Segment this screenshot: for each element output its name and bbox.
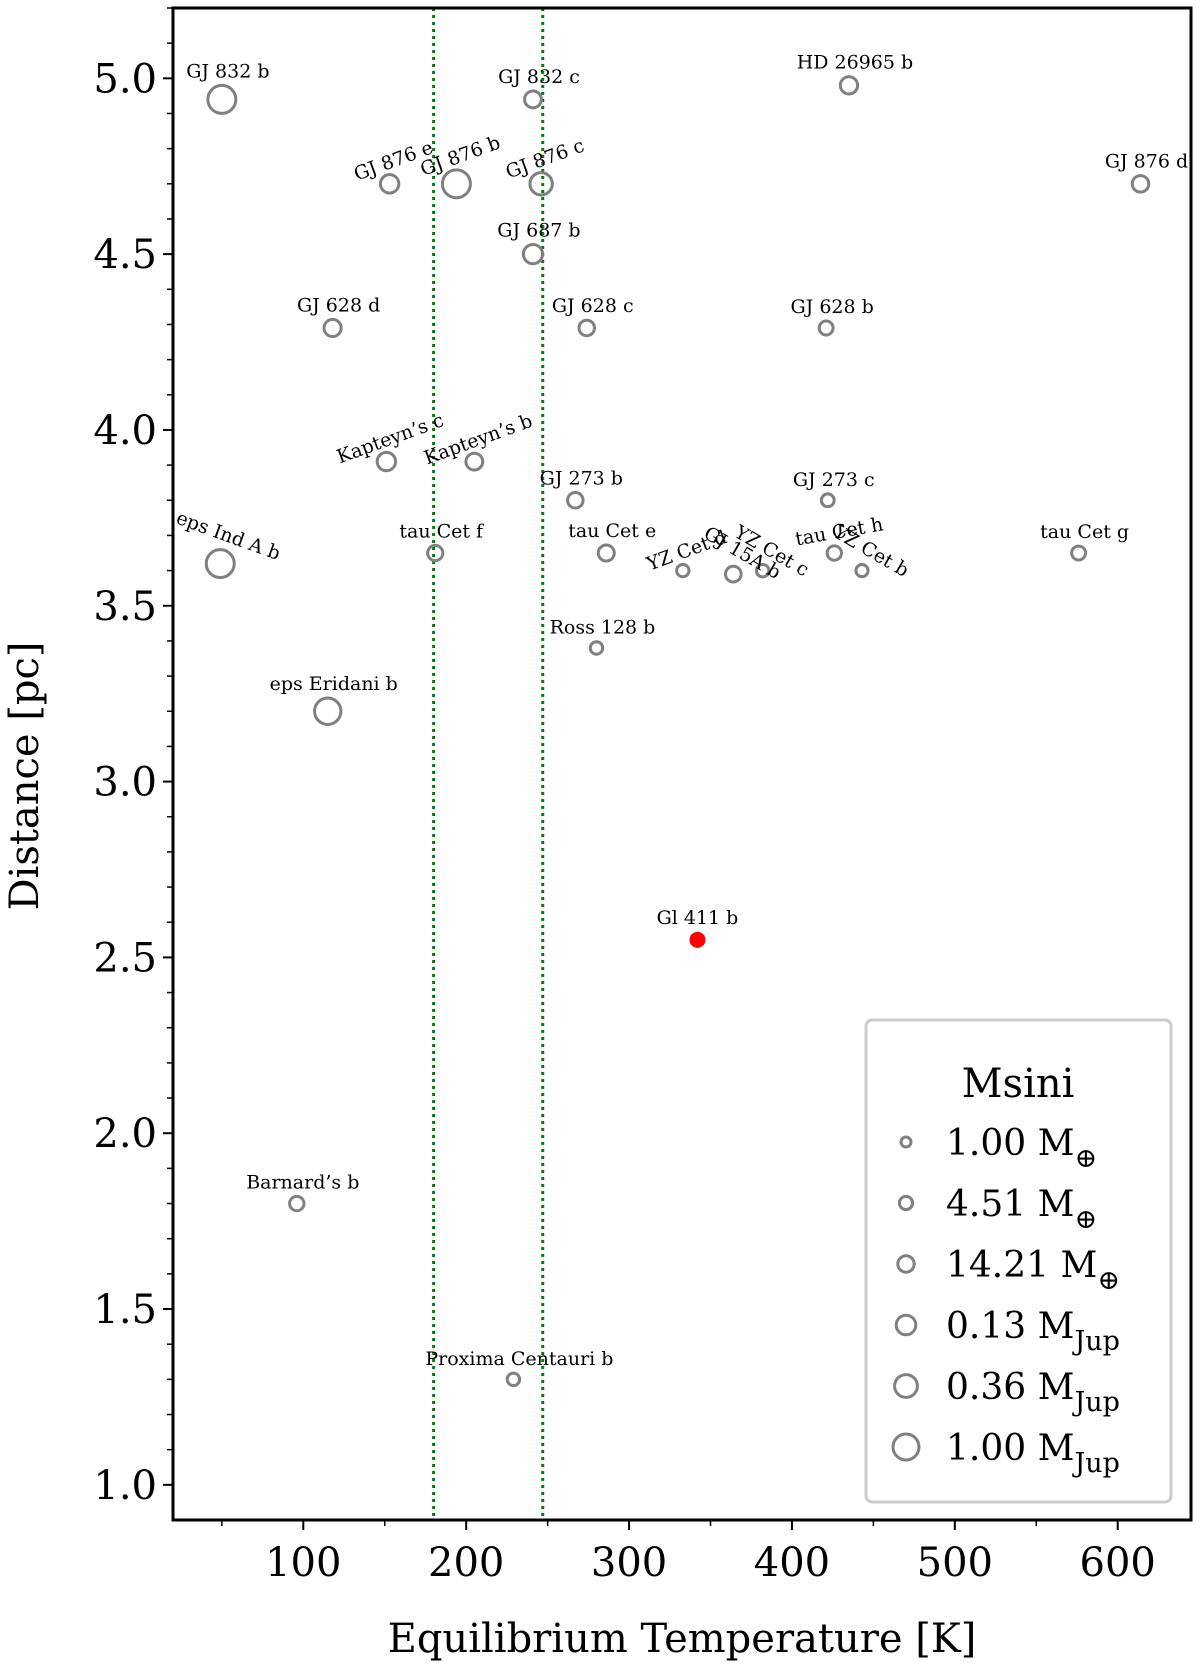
planet-point <box>440 168 472 200</box>
planet-label: Ross 128 b <box>550 617 656 639</box>
planet-point <box>596 543 616 563</box>
legend-box <box>864 1018 1173 1504</box>
y-tick-label: 3.5 <box>93 584 157 630</box>
planet-point <box>528 171 554 197</box>
planet-point <box>854 563 870 579</box>
habitable-zone-lines <box>432 8 545 1520</box>
planet-label: Barnard’s b <box>246 1171 359 1193</box>
highlight-point <box>689 931 706 948</box>
highlight-label: Gl 411 b <box>657 907 739 929</box>
legend-marker <box>893 1373 919 1399</box>
x-tick-label: 100 <box>265 1540 341 1586</box>
legend-marker <box>894 1313 918 1337</box>
planet-label: GJ 876 c <box>503 135 587 184</box>
planet-point <box>1130 174 1151 194</box>
planet-label: GJ 628 d <box>297 294 380 316</box>
planet-label: HD 26965 b <box>797 52 914 74</box>
planet-label: GJ 832 b <box>186 60 269 82</box>
y-tick-label: 4.5 <box>93 232 157 278</box>
planet-point <box>206 83 238 115</box>
planet-point <box>523 89 543 110</box>
planet-label: Proxima Centauri b <box>425 1348 613 1370</box>
y-tick-label: 1.5 <box>93 1287 157 1333</box>
x-tick-label: 600 <box>1080 1540 1156 1586</box>
planet-label: GJ 832 c <box>498 66 580 88</box>
x-tick-label: 300 <box>591 1540 667 1586</box>
y-tick-label: 2.0 <box>93 1111 157 1157</box>
planet-point <box>1070 544 1088 562</box>
planet-label: GJ 876 b <box>417 132 503 181</box>
y-axis-ticks: 1.0 1.5 2.0 2.5 3.0 3.5 4.0 4.5 5.0 <box>93 7 173 1509</box>
planet-point <box>505 1371 522 1388</box>
legend-marker <box>891 1432 921 1462</box>
planet-point <box>819 492 836 509</box>
planet-point <box>754 562 771 579</box>
legend-marker <box>899 1135 913 1149</box>
highlight-group: Gl 411 b <box>657 907 739 948</box>
planet-label: eps Ind A b <box>173 507 283 565</box>
planet-point <box>723 564 743 584</box>
y-tick-label: 3.0 <box>93 760 157 806</box>
planet-label: tau Cet e <box>568 520 656 542</box>
legend-marker <box>896 1254 916 1274</box>
planet-points <box>204 75 1151 1388</box>
planet-point <box>577 318 596 338</box>
planet-label: GJ 876 d <box>1105 151 1188 173</box>
y-tick-label: 4.0 <box>93 408 157 454</box>
planet-label: tau Cet f <box>399 520 485 542</box>
planet-point <box>588 640 605 656</box>
planet-point <box>825 544 843 562</box>
planet-point <box>817 319 835 337</box>
planet-point <box>288 1194 306 1213</box>
x-tick-label: 500 <box>917 1540 993 1586</box>
planet-label: GJ 687 b <box>497 220 580 242</box>
x-axis-ticks: 100 200 300 400 500 600 <box>221 1520 1156 1586</box>
x-tick-label: 200 <box>428 1540 504 1586</box>
planet-point <box>322 317 343 339</box>
planet-label: GJ 628 b <box>790 296 873 318</box>
y-axis-label: Distance [pc] <box>2 641 48 910</box>
planet-point <box>204 548 236 580</box>
y-tick-label: 5.0 <box>93 56 157 102</box>
planet-label: GJ 628 c <box>552 295 634 317</box>
y-tick-label: 2.5 <box>93 935 157 981</box>
x-tick-label: 400 <box>754 1540 830 1586</box>
planet-label: tau Cet g <box>1040 521 1129 543</box>
legend-title: Msini <box>962 1061 1075 1107</box>
planet-point <box>464 451 485 472</box>
planet-point <box>566 491 585 510</box>
planet-point <box>313 696 343 726</box>
planet-point <box>375 450 398 473</box>
planet-point <box>838 75 860 96</box>
planet-label: eps Eridani b <box>270 673 398 695</box>
planet-label: GJ 273 c <box>793 469 875 491</box>
legend-marker <box>897 1194 915 1212</box>
planet-point <box>521 243 545 266</box>
planet-label: GJ 273 b <box>540 468 623 490</box>
x-axis-label: Equilibrium Temperature [K] <box>388 1616 977 1662</box>
planet-point <box>378 173 401 195</box>
planet-point <box>426 543 445 563</box>
plot-frame <box>171 6 1193 1522</box>
planet-point <box>675 562 691 579</box>
y-tick-label: 1.0 <box>93 1463 157 1509</box>
